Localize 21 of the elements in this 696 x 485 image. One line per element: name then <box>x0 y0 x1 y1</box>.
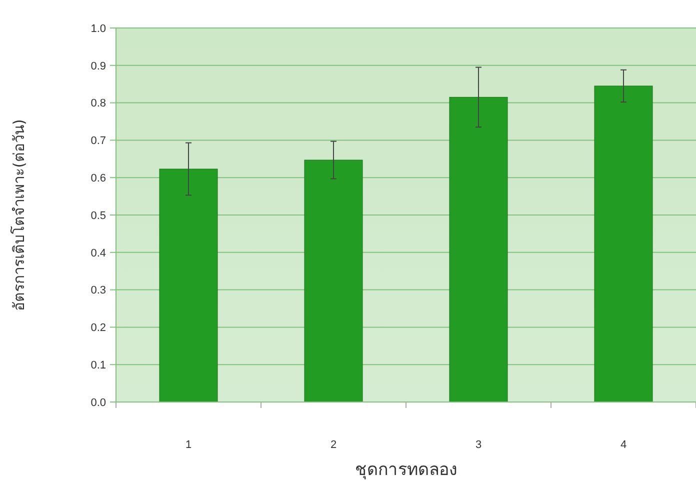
x-tick-label: 1 <box>185 439 192 451</box>
y-tick-label: 0.9 <box>90 60 106 72</box>
y-tick-label: 0.3 <box>90 284 106 297</box>
x-tick-label: 3 <box>475 439 482 451</box>
bar <box>304 160 363 402</box>
x-tick-label: 2 <box>330 439 337 451</box>
bar <box>449 96 508 402</box>
y-tick-label: 0.4 <box>90 247 106 260</box>
y-tick-label: 0.5 <box>90 210 106 222</box>
y-tick-label: 0.8 <box>90 98 106 110</box>
y-axis-title: อัตรการเติบโตจำเพาะ(ต่อวัน) <box>10 119 28 311</box>
y-tick-label: 0.2 <box>90 322 106 334</box>
y-tick-label: 0.1 <box>90 359 106 372</box>
y-tick-label: 1.0 <box>90 22 106 35</box>
bar <box>594 86 653 402</box>
y-tick-label: 0.7 <box>90 135 106 148</box>
x-axis-title: ชุดการทดลอง <box>355 460 457 480</box>
x-tick-label: 4 <box>620 439 627 451</box>
y-tick-label: 0.6 <box>90 172 106 184</box>
y-tick-label: 0.0 <box>90 396 106 409</box>
bar <box>159 168 218 402</box>
